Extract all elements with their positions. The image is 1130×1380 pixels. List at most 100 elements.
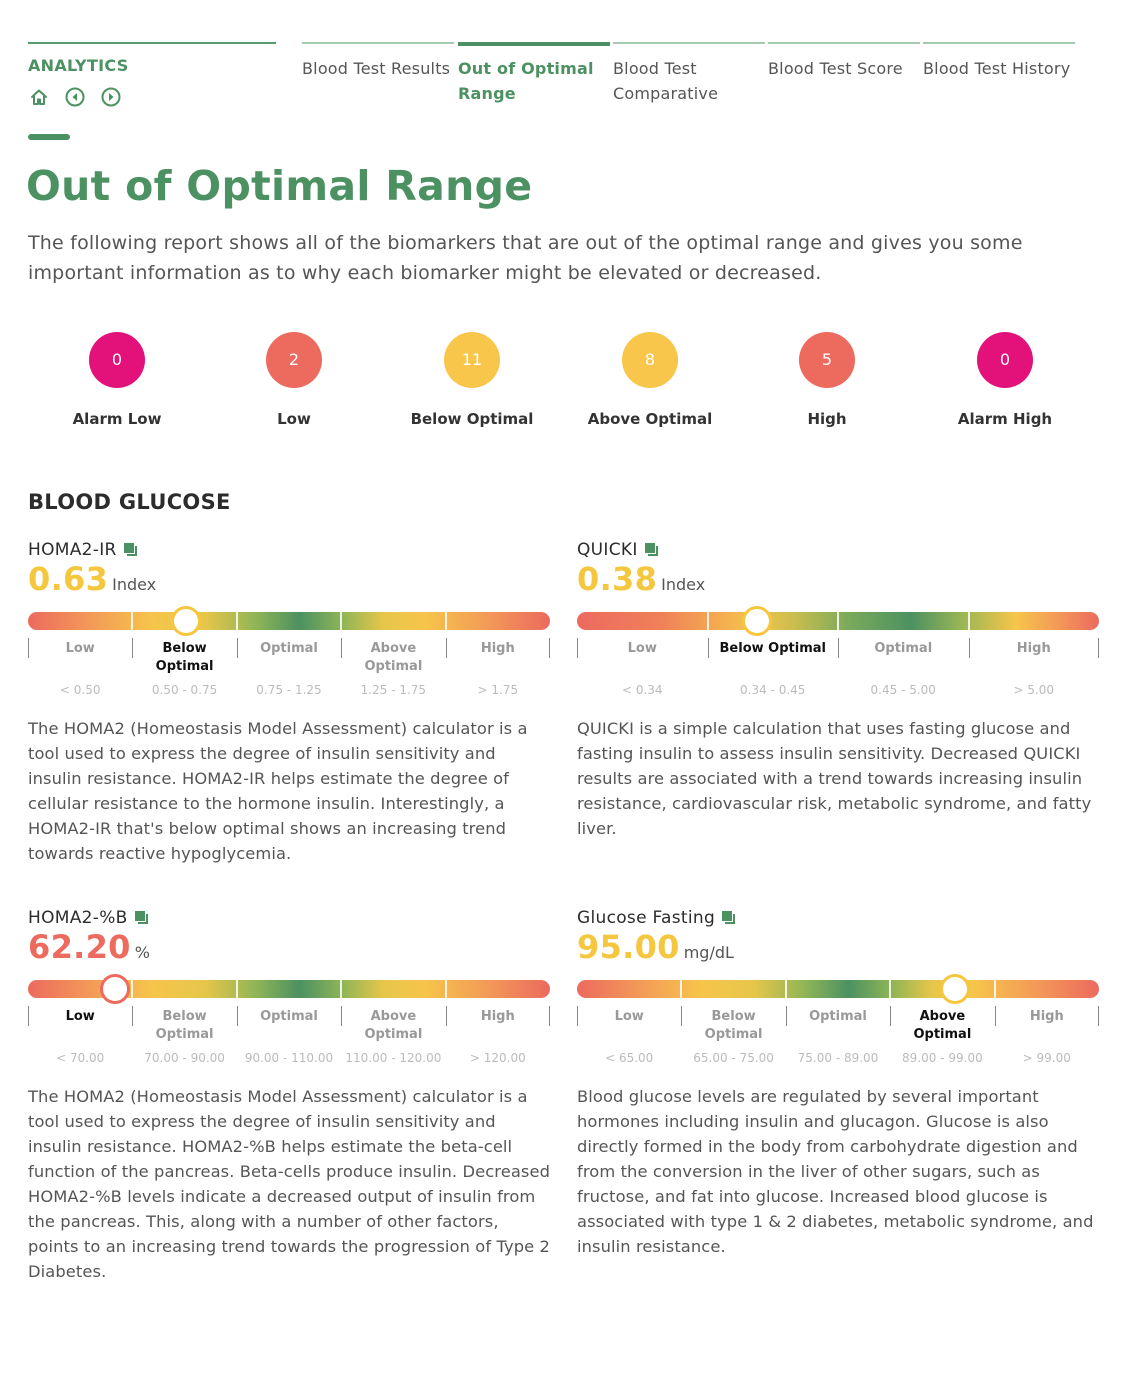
- segment-label: Above Optimal: [364, 641, 423, 674]
- tab-blood-test-results[interactable]: Blood Test Results: [302, 42, 454, 112]
- biomarker-name: Glucose Fasting: [577, 908, 737, 928]
- summary-below-optimal[interactable]: 11 Below Optimal: [383, 330, 561, 440]
- segment-tick: [968, 638, 970, 658]
- segment-tick: [445, 1006, 447, 1026]
- segment-tick: [681, 1006, 683, 1026]
- range-segment: Below Optimal 65.00 - 75.00: [681, 1006, 785, 1068]
- biomarker-name: QUICKI: [577, 540, 660, 560]
- segment-label: High: [1029, 1009, 1064, 1024]
- value-marker[interactable]: [741, 606, 772, 636]
- segment-range: < 0.34: [621, 683, 663, 697]
- segment-tick: [785, 1006, 787, 1026]
- copy-icon[interactable]: [721, 910, 737, 926]
- range-bar: [28, 612, 550, 630]
- tab-out-of-optimal-range[interactable]: Out of Optimal Range: [458, 42, 610, 112]
- summary-low[interactable]: 2 Low: [205, 330, 383, 440]
- range-bar: [577, 612, 1099, 630]
- biomarker-name: HOMA2-IR: [28, 540, 139, 560]
- segment-tick: [549, 1006, 550, 1026]
- range-segment: High > 99.00: [994, 1006, 1099, 1068]
- segment-range: < 65.00: [605, 1051, 654, 1065]
- biomarker-name: HOMA2-%B: [28, 908, 150, 928]
- count-badge: 2: [266, 332, 322, 388]
- segment-range: 0.34 - 0.45: [740, 683, 806, 697]
- biomarker-description: Blood glucose levels are regulated by se…: [577, 1087, 1094, 1256]
- biomarker-value: 62.20: [28, 928, 131, 966]
- segment-tick: [549, 638, 550, 658]
- segment-label: Optimal: [260, 641, 318, 656]
- biomarker-unit: mg/dL: [683, 943, 734, 962]
- brand-block: ANALYTICS: [28, 42, 276, 107]
- segment-tick: [577, 638, 578, 658]
- biomarker-description: The HOMA2 (Homeostasis Model Assessment)…: [28, 719, 528, 863]
- biomarker-value: 0.63: [28, 560, 109, 598]
- copy-icon[interactable]: [644, 542, 660, 558]
- summary-high[interactable]: 5 High: [738, 330, 916, 440]
- segment-label: Low: [65, 641, 95, 656]
- tab-blood-test-comparative[interactable]: Blood Test Comparative: [613, 42, 765, 112]
- tab-blood-test-history[interactable]: Blood Test History: [923, 42, 1075, 112]
- range-segment: Optimal 0.75 - 1.25: [236, 638, 341, 700]
- bar-segment-divider: [340, 980, 343, 998]
- segment-label: Low: [614, 1009, 644, 1024]
- segment-tick: [994, 1006, 996, 1026]
- segment-range: 0.45 - 5.00: [870, 683, 936, 697]
- segment-tick: [838, 638, 839, 658]
- value-marker[interactable]: [170, 606, 201, 636]
- segment-range: 0.75 - 1.25: [256, 683, 322, 697]
- segment-tick: [236, 638, 238, 658]
- segment-tick: [132, 638, 134, 658]
- bar-segment-divider: [340, 612, 343, 630]
- copy-icon[interactable]: [123, 542, 139, 558]
- copy-icon[interactable]: [134, 910, 150, 926]
- segment-range: > 120.00: [469, 1051, 526, 1065]
- biomarker-unit: Index: [661, 575, 706, 594]
- summary-alarm-low[interactable]: 0 Alarm Low: [28, 330, 206, 440]
- segment-label: Below Optimal: [155, 641, 214, 674]
- top-navigation: ANALYTICS Blood Test Results Out of Opti…: [28, 42, 1100, 112]
- bar-segment-divider: [837, 612, 839, 630]
- biomarker-value-row: 95.00 mg/dL: [577, 928, 734, 966]
- segment-label: Below Optimal: [719, 641, 826, 656]
- segment-label: Optimal: [809, 1009, 867, 1024]
- range-segments: Low < 70.00 Below Optimal 70.00 - 90.00 Opti…: [28, 1006, 550, 1068]
- count-badge: 11: [444, 332, 500, 388]
- biomarker-name-text: Glucose Fasting: [577, 908, 716, 928]
- report-tabs: Blood Test Results Out of Optimal Range …: [302, 42, 1100, 112]
- segment-label: Below Optimal: [704, 1009, 763, 1042]
- segment-range: < 0.50: [59, 683, 101, 697]
- biomarker-card-glucose-fasting: Glucose Fasting 95.00 mg/dL Low < 65.00 Bel…: [577, 908, 1101, 1288]
- home-icon[interactable]: [28, 86, 50, 108]
- segment-tick: [890, 1006, 892, 1026]
- segment-tick: [236, 1006, 238, 1026]
- bar-segment-divider: [993, 980, 996, 998]
- segment-range: 110.00 - 120.00: [345, 1051, 442, 1065]
- value-marker[interactable]: [939, 974, 970, 1004]
- segment-range: 0.50 - 0.75: [151, 683, 218, 697]
- range-segments: Low < 0.50 Below Optimal 0.50 - 0.75 Optimal…: [28, 638, 550, 700]
- segment-label: Low: [65, 1009, 95, 1024]
- bar-segment-divider: [967, 612, 970, 630]
- next-icon[interactable]: [100, 86, 122, 108]
- biomarker-unit: Index: [112, 575, 157, 594]
- range-segment: High > 1.75: [445, 638, 550, 700]
- count-badge: 0: [977, 332, 1033, 388]
- segment-tick: [1098, 1006, 1099, 1026]
- summary-label: Alarm High: [957, 410, 1053, 428]
- biomarker-value: 95.00: [577, 928, 680, 966]
- segment-tick: [1098, 638, 1099, 658]
- range-segment: Below Optimal 0.34 - 0.45: [707, 638, 839, 700]
- summary-above-optimal[interactable]: 8 Above Optimal: [561, 330, 739, 440]
- range-segments: Low < 0.34 Below Optimal 0.34 - 0.45 Optimal…: [577, 638, 1099, 700]
- bar-segment-divider: [235, 980, 238, 998]
- previous-icon[interactable]: [64, 86, 86, 108]
- segment-tick: [707, 638, 709, 658]
- segment-label: High: [1016, 641, 1051, 656]
- bar-segment-divider: [784, 980, 787, 998]
- segment-label: Low: [627, 641, 657, 656]
- bar-segment-divider: [131, 612, 134, 630]
- value-marker[interactable]: [99, 974, 130, 1004]
- segment-tick: [28, 638, 29, 658]
- summary-alarm-high[interactable]: 0 Alarm High: [916, 330, 1094, 440]
- tab-blood-test-score[interactable]: Blood Test Score: [768, 42, 920, 112]
